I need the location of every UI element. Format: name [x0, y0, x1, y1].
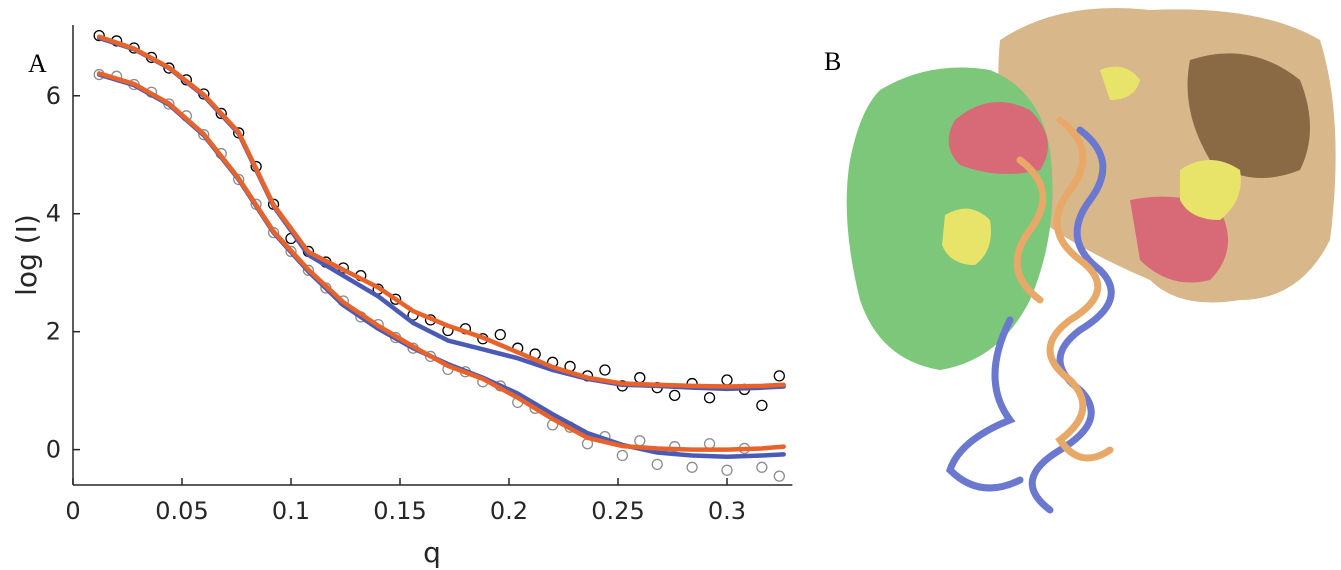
plot-area: 0 0.05 0.1 0.15 0.2 0.25 0.3 0 2 4 6: [46, 25, 793, 525]
data-point: [285, 245, 297, 258]
x-tick-label: 0: [65, 497, 80, 525]
ribbon-orange: [1013, 156, 1047, 304]
panel-label: B: [824, 47, 841, 76]
surface-yellow: [942, 208, 991, 265]
data-point: [215, 107, 227, 120]
x-tick-label: 0.3: [708, 497, 746, 525]
data-point: [773, 470, 785, 482]
data-point: [669, 389, 681, 402]
data-point: [634, 435, 646, 447]
data-point: [389, 293, 402, 305]
x-tick-label: 0.05: [155, 497, 208, 525]
surface-yellow: [1180, 160, 1241, 220]
data-point: [634, 372, 646, 384]
y-tick-label: 0: [46, 436, 61, 464]
structure-illustration: [846, 8, 1336, 514]
ribbon-blue: [945, 316, 1024, 492]
surface-yellow: [1100, 66, 1140, 100]
data-point: [756, 461, 768, 473]
panel-label: A: [28, 49, 47, 78]
data-point: [756, 399, 768, 412]
data-point: [721, 464, 733, 476]
data-point: [703, 392, 716, 404]
y-tick-label: 2: [46, 318, 61, 346]
x-tick-label: 0.2: [490, 497, 528, 525]
x-tick-label: 0.1: [272, 497, 310, 525]
data-point: [686, 461, 698, 473]
ribbon-blue: [1028, 126, 1115, 514]
data-point: [93, 29, 105, 42]
fit-line: [96, 34, 786, 389]
data-point: [773, 370, 785, 382]
y-tick-label: 4: [46, 200, 61, 228]
y-tick-label: 6: [46, 82, 61, 110]
data-point: [163, 62, 175, 74]
data-point: [651, 458, 663, 471]
data-point: [616, 449, 629, 462]
x-tick-label: 0.15: [373, 497, 426, 525]
data-point: [198, 129, 210, 141]
y-axis-title: log (I): [10, 214, 43, 296]
data-point: [703, 438, 716, 450]
data-point: [721, 374, 733, 386]
surface-pink: [948, 102, 1048, 174]
surface-brown: [1187, 53, 1310, 179]
ribbon-orange: [1046, 116, 1114, 462]
x-axis-title: q: [423, 536, 441, 569]
data-point: [302, 264, 315, 276]
x-tick-label: 0.25: [591, 497, 644, 525]
surface-pink: [1130, 196, 1228, 283]
fit-line: [96, 71, 786, 452]
data-point: [233, 173, 245, 186]
data-point: [494, 328, 506, 341]
data-point: [599, 364, 611, 376]
